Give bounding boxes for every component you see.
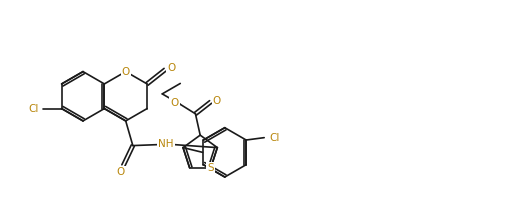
Text: S: S xyxy=(207,163,214,173)
Text: NH: NH xyxy=(158,139,174,149)
Text: O: O xyxy=(171,98,179,108)
Text: O: O xyxy=(117,167,125,177)
Text: O: O xyxy=(167,63,175,73)
Text: Cl: Cl xyxy=(269,133,280,143)
Text: O: O xyxy=(212,96,221,105)
Text: Cl: Cl xyxy=(28,104,38,114)
Text: O: O xyxy=(121,67,130,77)
